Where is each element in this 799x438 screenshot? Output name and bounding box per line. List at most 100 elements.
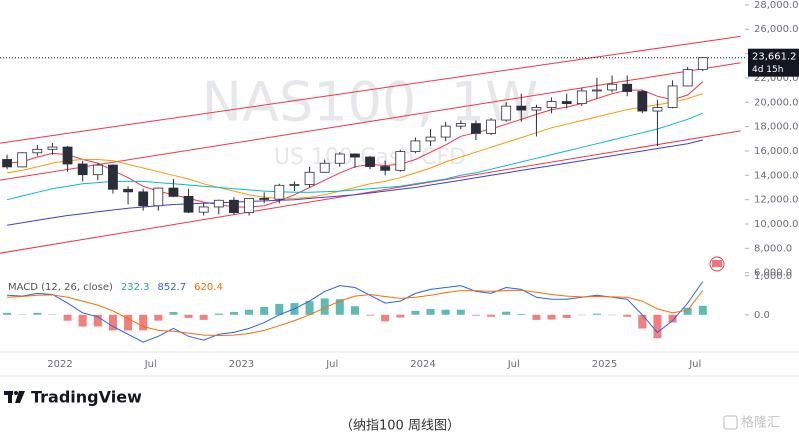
y-tick-label: 16,000.0 bbox=[754, 146, 799, 157]
candle-body bbox=[607, 83, 617, 91]
macd-legend-value: 232.3 bbox=[121, 282, 150, 293]
candle-body bbox=[682, 69, 693, 87]
price-countdown: 4d 15h bbox=[752, 65, 783, 75]
candle-body bbox=[350, 153, 360, 158]
candle-body bbox=[365, 156, 375, 167]
macd-histogram-bar bbox=[124, 314, 133, 331]
macd-histogram-bar bbox=[471, 314, 480, 316]
macd-histogram-bar bbox=[381, 314, 390, 322]
macd-histogram-bar bbox=[275, 303, 284, 315]
flag-icon bbox=[709, 256, 725, 272]
watermark-title: NAS100, 1W bbox=[202, 71, 539, 134]
moving-average bbox=[6, 112, 703, 201]
y-tick-label: 8,000.0 bbox=[754, 243, 792, 254]
trend-line bbox=[0, 130, 741, 254]
candle-body bbox=[546, 101, 557, 108]
macd-histogram-bar bbox=[33, 312, 42, 315]
candle-body bbox=[138, 191, 149, 207]
macd-histogram-bar bbox=[93, 314, 102, 327]
candle-body bbox=[2, 159, 12, 168]
trend-line bbox=[0, 35, 741, 144]
macd-histogram-bar bbox=[260, 307, 269, 315]
macd-histogram-bar bbox=[653, 314, 662, 339]
macd-histogram-bar bbox=[592, 313, 601, 315]
price-label-box bbox=[748, 48, 799, 77]
y-tick-label: 14,000.0 bbox=[754, 170, 799, 181]
macd-histogram-bar bbox=[562, 314, 571, 318]
macd-histogram-bar bbox=[668, 314, 677, 323]
candle-body bbox=[274, 184, 285, 200]
watermark-text: 格隆汇 bbox=[741, 415, 780, 431]
macd-pane bbox=[3, 281, 707, 343]
candle-body bbox=[229, 199, 239, 213]
macd-legend-value: 620.4 bbox=[194, 282, 223, 293]
candle-body bbox=[77, 163, 88, 176]
candle-body bbox=[516, 105, 527, 111]
x-tick-label: Jul bbox=[144, 359, 157, 370]
macd-histogram-bar bbox=[683, 307, 692, 315]
candle-body bbox=[244, 198, 254, 213]
candle-body bbox=[561, 101, 572, 104]
candle-body bbox=[652, 107, 663, 112]
x-tick-label: 2022 bbox=[47, 359, 72, 370]
candle-body bbox=[153, 187, 164, 207]
candle-body bbox=[622, 83, 633, 92]
macd-line bbox=[7, 289, 704, 337]
moving-average bbox=[7, 93, 703, 199]
candle-body bbox=[501, 105, 512, 121]
y-tick-label: 20,000.0 bbox=[754, 97, 799, 108]
macd-histogram-bar bbox=[456, 309, 465, 315]
x-tick-label: Jul bbox=[688, 359, 701, 370]
macd-histogram-bar bbox=[532, 314, 541, 320]
macd-histogram-bar bbox=[78, 314, 87, 327]
candle-body bbox=[471, 123, 481, 134]
macd-histogram-bar bbox=[184, 314, 193, 318]
caption: （纳指100 周线图） bbox=[340, 419, 460, 434]
macd-y-tick-label: 0.0 bbox=[754, 310, 770, 321]
candle-body bbox=[183, 195, 194, 213]
macd-histogram-bar bbox=[169, 312, 178, 315]
macd-histogram-bar bbox=[396, 314, 405, 318]
price-label: 23,661.2 bbox=[752, 52, 797, 63]
candle-body bbox=[17, 152, 28, 168]
candle-body bbox=[92, 164, 103, 176]
candle-body bbox=[486, 119, 496, 134]
macd-histogram-bar bbox=[698, 305, 707, 315]
macd-histogram-bar bbox=[366, 314, 375, 316]
candle-body bbox=[47, 146, 58, 150]
candle-body bbox=[455, 123, 466, 127]
y-tick-label: 10,000.0 bbox=[754, 219, 799, 230]
y-tick-label: 28,000.0 bbox=[754, 0, 799, 11]
brand: TradingView bbox=[31, 388, 142, 407]
candle-body bbox=[334, 153, 345, 164]
macd-legend-label: MACD (12, 26, close) bbox=[8, 282, 113, 293]
macd-histogram-bar bbox=[623, 314, 632, 317]
candle-body bbox=[304, 171, 315, 185]
tradingview-logo bbox=[4, 391, 25, 403]
macd-legend-value: 852.7 bbox=[158, 282, 187, 293]
macd-histogram-bar bbox=[441, 309, 450, 315]
macd-histogram-bar bbox=[487, 314, 496, 317]
x-tick-label: 2024 bbox=[410, 359, 435, 370]
macd-y-tick-label: 1,000.0 bbox=[754, 271, 792, 282]
watermark-icon bbox=[723, 415, 738, 430]
candle-body bbox=[425, 136, 436, 142]
candle-body bbox=[289, 184, 300, 186]
x-tick-label: Jul bbox=[325, 359, 338, 370]
macd-histogram-bar bbox=[214, 313, 223, 315]
candle-body bbox=[637, 91, 648, 112]
moving-average bbox=[7, 139, 703, 226]
macd-histogram-bar bbox=[229, 312, 238, 315]
axes: 6,000.0 8,000.0 10,000.0 12,000.0 14,000.0 16… bbox=[8, 0, 799, 370]
candle-body bbox=[531, 107, 542, 111]
y-tick-label: 26,000.0 bbox=[754, 24, 799, 35]
candle-body bbox=[667, 85, 678, 108]
x-tick-label: 2025 bbox=[592, 359, 617, 370]
candle-body bbox=[440, 125, 451, 138]
candle-body bbox=[319, 162, 330, 173]
price-pane bbox=[0, 35, 745, 254]
macd-histogram-bar bbox=[154, 314, 163, 321]
macd-histogram-bar bbox=[320, 298, 329, 315]
macd-histogram-bar bbox=[108, 314, 117, 331]
